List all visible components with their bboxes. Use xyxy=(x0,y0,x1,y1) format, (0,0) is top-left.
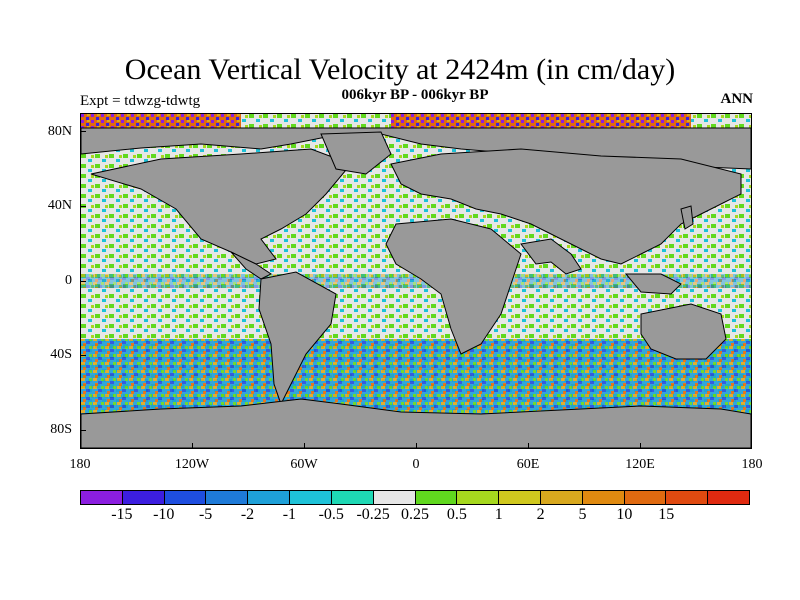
map-panel xyxy=(80,113,752,449)
world-map xyxy=(81,114,751,448)
lon-tick-mark xyxy=(640,443,641,449)
colorbar-swatch xyxy=(164,491,207,504)
lon-tick-180w: 180 xyxy=(69,457,91,472)
japan xyxy=(680,205,694,230)
colorbar-swatch xyxy=(457,491,500,504)
season-label: ANN xyxy=(720,91,754,107)
lon-tick-60e: 60E xyxy=(516,457,540,472)
colorbar-swatch xyxy=(122,491,165,504)
plot-title: Ocean Vertical Velocity at 2424m (in cm/… xyxy=(124,53,676,86)
lon-tick-mark xyxy=(528,443,529,449)
arabia-india xyxy=(520,238,582,275)
indonesia xyxy=(624,273,682,295)
colorbar-label: -0.5 xyxy=(318,506,344,523)
southern-ocean-band xyxy=(81,339,751,414)
lon-tick-120w: 120W xyxy=(174,457,210,472)
lat-tick-mark xyxy=(80,281,86,282)
lat-tick-mark xyxy=(80,131,86,132)
colorbar-swatch xyxy=(666,491,709,504)
lat-tick-80n: 80N xyxy=(47,124,72,139)
colorbar-label: -2 xyxy=(240,506,255,523)
colorbar-label: 2 xyxy=(536,506,545,523)
colorbar xyxy=(80,490,750,505)
lat-tick-0: 0 xyxy=(65,273,72,288)
continents xyxy=(81,127,751,448)
colorbar-swatch xyxy=(624,491,667,504)
colorbar-swatch xyxy=(206,491,249,504)
colorbar-swatch xyxy=(248,491,291,504)
colorbar-label: -15 xyxy=(111,506,133,523)
colorbar-swatch xyxy=(290,491,332,504)
colorbar-swatch xyxy=(499,491,541,504)
lon-tick-0: 0 xyxy=(412,457,420,472)
colorbar-label: 10 xyxy=(616,506,633,523)
lon-tick-mark xyxy=(192,443,193,449)
lat-tick-mark xyxy=(80,430,86,431)
greenland xyxy=(320,131,392,175)
lon-tick-mark xyxy=(80,443,81,449)
colorbar-label: -5 xyxy=(198,506,213,523)
colorbar-label: 1 xyxy=(494,506,503,523)
colorbar-swatch xyxy=(708,491,749,504)
north-america xyxy=(90,148,352,265)
colorbar-label: -0.25 xyxy=(356,506,390,523)
equatorial-band xyxy=(81,274,751,288)
colorbar-swatch xyxy=(81,491,123,504)
australia xyxy=(640,303,727,360)
lat-tick-80s: 80S xyxy=(50,422,72,437)
eurasia xyxy=(390,148,742,265)
south-america xyxy=(258,271,337,406)
lon-tick-60w: 60W xyxy=(290,457,318,472)
colorbar-label: 15 xyxy=(658,506,675,523)
lon-tick-180e: 180 xyxy=(741,457,763,472)
lat-tick-40s: 40S xyxy=(50,347,72,362)
colorbar-swatch xyxy=(373,491,416,504)
plot-subtitle: 006kyr BP - 006kyr BP xyxy=(341,87,489,103)
colorbar-swatch xyxy=(540,491,583,504)
colorbar-label: -1 xyxy=(282,506,297,523)
colorbar-swatch xyxy=(582,491,625,504)
experiment-label: Expt = tdwzg-tdwtg xyxy=(80,93,201,109)
colorbar-label: -10 xyxy=(153,506,175,523)
central-america xyxy=(230,251,272,280)
colorbar-label: 0.5 xyxy=(446,506,467,523)
lon-tick-mark xyxy=(751,443,752,449)
colorbar-swatch xyxy=(415,491,458,504)
antarctica xyxy=(81,398,751,448)
lon-tick-mark xyxy=(304,443,305,449)
colorbar-swatch xyxy=(331,491,374,504)
lat-tick-mark xyxy=(80,355,86,356)
lat-tick-mark xyxy=(80,206,86,207)
lat-tick-40n: 40N xyxy=(47,198,72,213)
colorbar-label: 0.25 xyxy=(401,506,429,523)
colorbar-label: 5 xyxy=(578,506,587,523)
lon-tick-120e: 120E xyxy=(625,457,655,472)
lon-tick-mark xyxy=(416,443,417,449)
africa xyxy=(385,218,522,355)
